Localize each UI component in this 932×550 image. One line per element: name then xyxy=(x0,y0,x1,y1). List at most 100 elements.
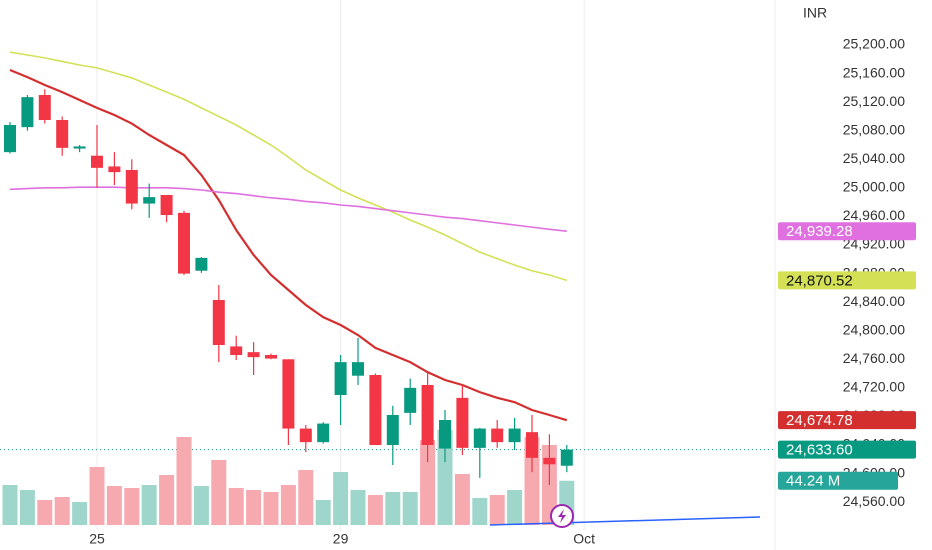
price-badge xyxy=(778,471,898,490)
volume-bar xyxy=(402,492,418,525)
candle-body xyxy=(439,420,451,449)
y-tick-label: 25,200.00 xyxy=(843,36,905,52)
candle-body xyxy=(543,457,556,465)
candle-body xyxy=(195,257,208,271)
volume-bar xyxy=(385,492,401,525)
volume-bar xyxy=(420,440,436,525)
currency-label: INR xyxy=(803,5,827,21)
y-tick-label: 24,560.00 xyxy=(843,493,905,509)
candle-body xyxy=(404,387,417,413)
y-tick-label: 24,840.00 xyxy=(843,293,905,309)
volume-bar xyxy=(472,498,488,525)
candle-body xyxy=(386,415,399,445)
candle-body xyxy=(317,423,330,443)
y-tick-label: 24,760.00 xyxy=(843,350,905,366)
price-badge xyxy=(778,222,916,241)
price-badge-label: 24,939.28 xyxy=(786,223,853,240)
y-tick-label: 24,800.00 xyxy=(843,321,905,337)
x-tick-label: Oct xyxy=(573,531,595,547)
candle-body xyxy=(178,212,190,274)
volume-bar xyxy=(106,486,122,525)
volume-bar xyxy=(263,492,279,525)
candle-body xyxy=(21,97,34,128)
price-badge xyxy=(778,440,916,459)
volume-bar xyxy=(176,437,192,525)
candle-body xyxy=(108,166,121,173)
volume-bar xyxy=(54,497,70,525)
candle-body xyxy=(508,428,521,443)
candle-body xyxy=(91,155,103,168)
volume-bar xyxy=(89,467,105,525)
volume-bar xyxy=(315,500,331,525)
x-tick-label: 29 xyxy=(333,531,349,547)
volume-bar xyxy=(524,437,540,525)
moving-average-line xyxy=(9,186,567,233)
x-tick-label: 25 xyxy=(89,531,105,547)
candle-body xyxy=(160,195,173,215)
y-tick-label: 25,040.00 xyxy=(843,150,905,166)
volume-bar xyxy=(72,502,88,525)
candle-body xyxy=(299,428,312,443)
y-tick-label: 25,160.00 xyxy=(843,64,905,80)
y-tick-label: 25,120.00 xyxy=(843,93,905,109)
candle-body xyxy=(491,428,504,443)
volume-bar xyxy=(228,488,244,525)
price-badge-label: 24,633.60 xyxy=(786,442,853,459)
volume-bar xyxy=(298,470,314,525)
candle-body xyxy=(334,362,347,395)
price-badge-label: 24,674.78 xyxy=(786,412,853,429)
flash-icon[interactable] xyxy=(550,504,574,528)
y-tick-label: 24,720.00 xyxy=(843,379,905,395)
grid xyxy=(0,0,775,530)
volume-bar xyxy=(124,488,140,525)
moving-average-line xyxy=(9,68,568,422)
candles xyxy=(4,89,573,485)
volume-bar xyxy=(141,485,157,525)
candle-body xyxy=(560,449,573,466)
volume-pane xyxy=(2,430,575,525)
y-tick-label: 24,960.00 xyxy=(843,207,905,223)
price-badge-label: 24,870.52 xyxy=(786,272,853,289)
candle-body xyxy=(143,197,156,204)
volume-bar xyxy=(159,475,175,525)
candle-body xyxy=(73,146,86,149)
y-tick-label: 25,080.00 xyxy=(843,121,905,137)
candle-body xyxy=(456,397,469,448)
candle-body xyxy=(212,300,225,345)
candle-body xyxy=(421,385,434,445)
volume-bar xyxy=(19,490,35,525)
volume-bar xyxy=(193,486,209,525)
price-badge xyxy=(778,271,916,290)
volume-bar xyxy=(246,490,262,525)
volume-bar xyxy=(489,495,505,525)
candle-body xyxy=(38,95,51,120)
candle-body xyxy=(56,120,69,148)
price-badge xyxy=(778,411,916,430)
moving-averages xyxy=(9,51,568,422)
price-axis: 25 29 Oct 25,200.00 25,160.00 25,120.00 25,080… xyxy=(89,36,916,547)
candle-body xyxy=(230,346,243,355)
candle-body xyxy=(125,170,138,204)
candle-body xyxy=(526,432,538,458)
volume-bar xyxy=(367,495,383,525)
volume-bar xyxy=(2,485,18,525)
price-badge-label: 44.24 M xyxy=(786,473,840,490)
volume-bar xyxy=(437,430,453,525)
candle-body xyxy=(369,375,382,445)
y-tick-label: 25,000.00 xyxy=(843,179,905,195)
volume-bar xyxy=(350,490,366,525)
candle-body xyxy=(247,352,260,358)
volume-bar xyxy=(37,500,53,525)
volume-bar xyxy=(454,474,470,525)
candle-body xyxy=(282,359,295,429)
candle-body xyxy=(352,362,364,376)
volume-bar xyxy=(507,490,523,525)
candle-body xyxy=(265,355,277,359)
trend-line xyxy=(489,516,761,526)
volume-bar xyxy=(333,472,349,525)
moving-average-line xyxy=(9,51,568,282)
candle-body xyxy=(4,125,16,153)
volume-bar xyxy=(211,460,227,525)
